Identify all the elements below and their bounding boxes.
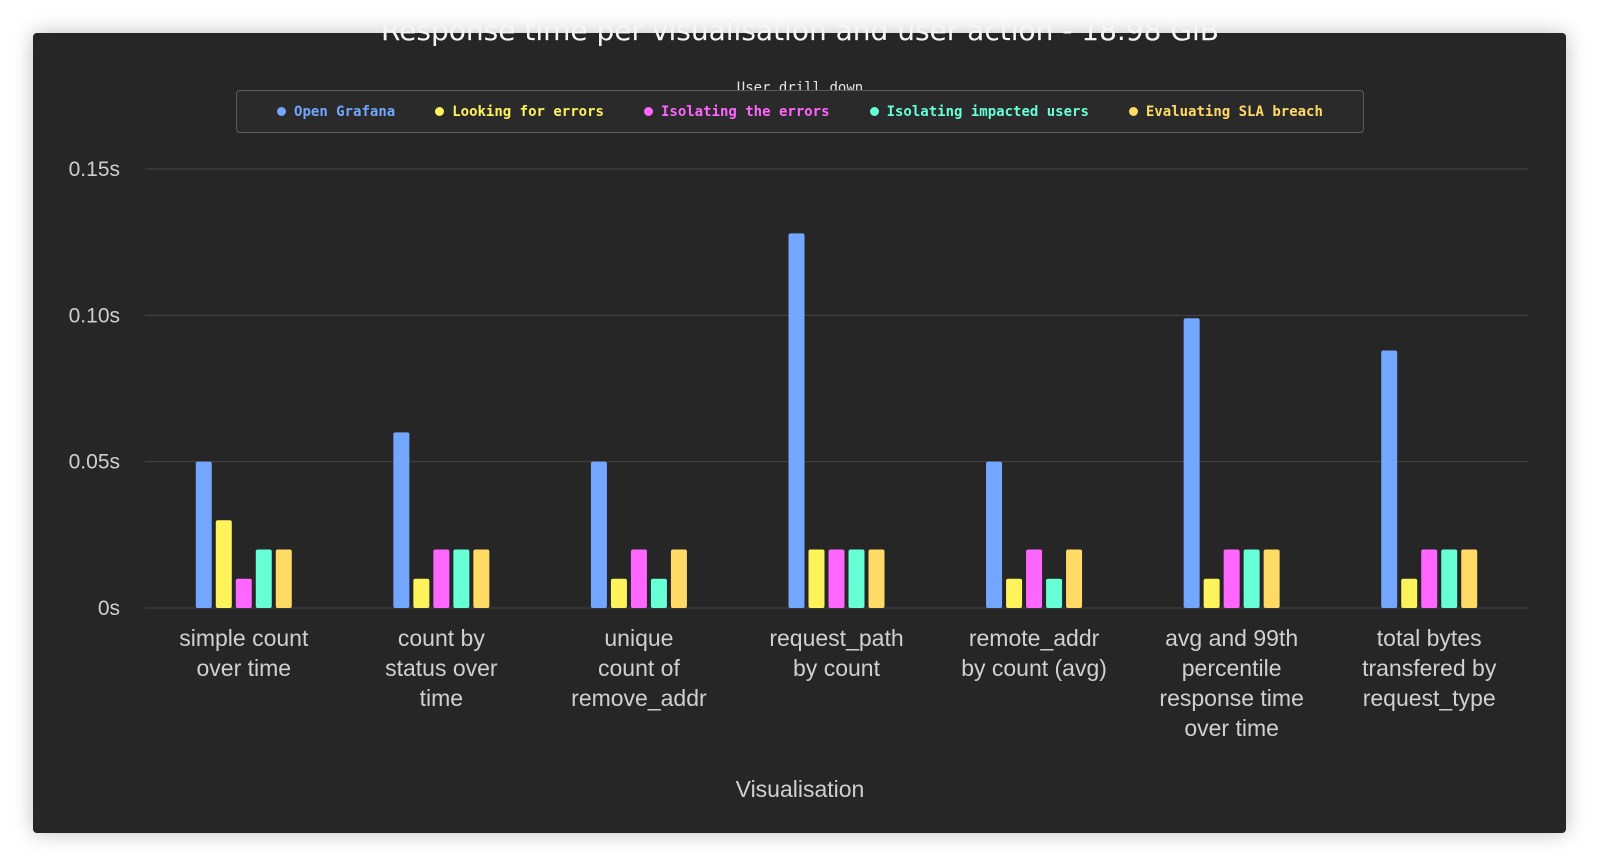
x-tick-label-6: total bytes transfered by request_type (1362, 625, 1497, 711)
bar-4-1[interactable] (1006, 578, 1023, 608)
bar-6-4[interactable] (1461, 549, 1478, 608)
bar-5-0[interactable] (1183, 318, 1200, 608)
legend-label-4: Evaluating SLA breach (1145, 103, 1323, 120)
legend-item-0[interactable]: Open Grafana (277, 104, 395, 120)
x-tick-line-0-1: over time (196, 655, 291, 681)
x-tick-line-0-0: simple count (179, 625, 309, 651)
bar-0-4[interactable] (275, 549, 292, 608)
y-tick-label-0: 0s (98, 597, 120, 620)
bar-2-3[interactable] (650, 578, 667, 608)
legend: Open Grafana Looking for errors Isolating … (236, 90, 1364, 133)
x-tick-line-4-1: by count (avg) (961, 655, 1107, 681)
bar-5-3[interactable] (1243, 549, 1260, 608)
x-tick-line-6-0: total bytes (1377, 625, 1482, 651)
bar-0-1[interactable] (215, 520, 232, 608)
legend-label-2: Isolating the errors (660, 103, 830, 120)
legend-marker-2 (643, 107, 653, 116)
legend-item-4[interactable]: Evaluating SLA breach (1128, 103, 1323, 120)
y-tick-label-3: 0.15s (69, 158, 120, 181)
legend-label-3: Isolating impacted users (886, 103, 1089, 120)
bar-4-3[interactable] (1046, 578, 1063, 608)
x-tick-line-6-2: request_type (1363, 685, 1496, 711)
bar-0-3[interactable] (255, 549, 272, 608)
y-tick-label-2: 0.10s (69, 304, 120, 327)
bar-3-1[interactable] (808, 549, 825, 608)
bar-4-2[interactable] (1026, 549, 1043, 608)
x-tick-line-2-1: count of (598, 655, 680, 681)
bar-4-4[interactable] (1066, 549, 1083, 608)
bar-0-0[interactable] (195, 461, 212, 608)
legend-item-1[interactable]: Looking for errors (435, 104, 604, 120)
chart-title: Response time per visualisation and user… (380, 14, 1220, 47)
legend-item-2[interactable]: Isolating the errors (643, 103, 830, 120)
x-tick-label-2: unique count of remove_addr (571, 625, 707, 711)
x-tick-line-1-2: time (420, 685, 463, 711)
bar-4-0[interactable] (986, 461, 1003, 608)
bar-6-3[interactable] (1441, 549, 1458, 608)
bar-1-0[interactable] (393, 432, 410, 608)
x-tick-label-5: avg and 99th percentile response time over … (1159, 625, 1303, 741)
bar-5-2[interactable] (1223, 549, 1240, 608)
bar-2-0[interactable] (590, 461, 607, 608)
x-tick-line-1-0: count by (398, 625, 485, 651)
legend-marker-0 (277, 107, 287, 116)
x-tick-line-5-2: response time (1159, 685, 1303, 711)
x-tick-label-0: simple count over time (179, 625, 309, 681)
bar-6-2[interactable] (1421, 549, 1438, 608)
bar-3-0[interactable] (788, 233, 805, 609)
bar-1-3[interactable] (453, 549, 470, 608)
bar-1-1[interactable] (413, 578, 430, 608)
bar-5-4[interactable] (1263, 549, 1280, 608)
x-tick-line-5-3: over time (1184, 715, 1279, 741)
bar-6-0[interactable] (1381, 350, 1398, 608)
bar-1-2[interactable] (433, 549, 450, 608)
legend-item-3[interactable]: Isolating impacted users (869, 103, 1089, 120)
legend-marker-1 (435, 107, 445, 116)
bar-2-1[interactable] (610, 578, 627, 608)
x-tick-label-1: count by status over time (385, 625, 498, 711)
x-tick-line-3-1: by count (793, 655, 881, 681)
bar-0-2[interactable] (235, 578, 252, 608)
y-tick-label-1: 0.05s (69, 451, 120, 474)
bar-2-2[interactable] (630, 549, 647, 608)
x-tick-line-2-0: unique (604, 625, 673, 651)
bar-2-4[interactable] (670, 549, 687, 608)
bar-1-4[interactable] (473, 549, 490, 608)
x-tick-line-3-0: request_path (769, 625, 903, 651)
x-tick-line-5-0: avg and 99th (1165, 625, 1298, 651)
bar-3-3[interactable] (848, 549, 865, 608)
bar-3-2[interactable] (828, 549, 845, 608)
x-tick-line-1-1: status over (385, 655, 498, 681)
legend-label-0: Open Grafana (294, 103, 396, 120)
x-tick-line-5-1: percentile (1182, 655, 1282, 681)
bar-5-1[interactable] (1203, 578, 1220, 608)
x-axis-label: Visualisation (736, 776, 865, 802)
x-tick-line-2-2: remove_addr (571, 685, 707, 711)
x-tick-line-6-1: transfered by (1362, 655, 1497, 681)
legend-label-1: Looking for errors (452, 103, 604, 120)
legend-marker-3 (869, 107, 879, 116)
legend-marker-4 (1128, 107, 1138, 116)
bar-3-4[interactable] (868, 549, 885, 608)
bar-6-1[interactable] (1401, 578, 1418, 608)
x-tick-line-4-0: remote_addr (969, 625, 1100, 651)
